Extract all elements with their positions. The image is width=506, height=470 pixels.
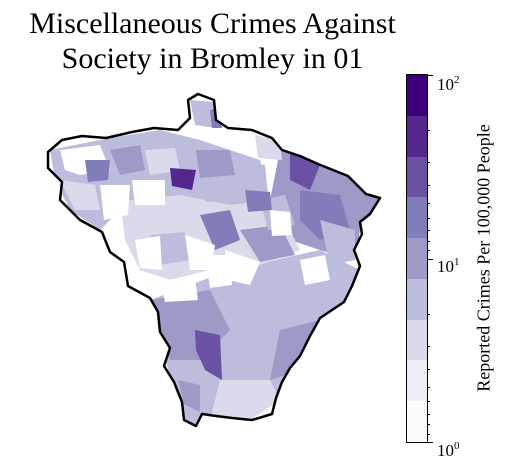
- colorbar-tick-major: [427, 442, 433, 443]
- colorbar-segment: [407, 157, 427, 177]
- colorbar-tick-minor: [427, 387, 430, 388]
- map-wards: [0, 0, 400, 470]
- colorbar-segment: [407, 381, 427, 401]
- colorbar-tick-minor: [427, 346, 430, 347]
- colorbar-tick-minor: [427, 401, 430, 402]
- colorbar-segment: [407, 218, 427, 238]
- colorbar-segment: [407, 421, 427, 441]
- colorbar-segment: [407, 279, 427, 299]
- colorbar-tick-label-top: 102: [437, 74, 460, 95]
- colorbar-segment: [407, 95, 427, 115]
- colorbar-tick-minor: [427, 130, 430, 131]
- colorbar-segment: [407, 258, 427, 278]
- colorbar: [406, 74, 428, 443]
- colorbar-segment: [407, 360, 427, 380]
- colorbar-segment: [407, 340, 427, 360]
- colorbar-segment: [407, 197, 427, 217]
- colorbar-tick-minor: [427, 185, 430, 186]
- colorbar-tick-minor: [427, 314, 430, 315]
- colorbar-tick-minor: [427, 162, 430, 163]
- colorbar-segment: [407, 116, 427, 136]
- colorbar-tick-minor: [427, 203, 430, 204]
- colorbar-segment: [407, 136, 427, 156]
- colorbar-tick-major: [427, 75, 433, 76]
- colorbar-tick-minor: [427, 230, 430, 231]
- colorbar-tick-major: [427, 259, 433, 260]
- colorbar-tick-minor: [427, 414, 430, 415]
- colorbar-tick-minor: [427, 218, 430, 219]
- colorbar-segment: [407, 401, 427, 421]
- colorbar-tick-minor: [427, 250, 430, 251]
- colorbar-segment: [407, 177, 427, 197]
- colorbar-segment: [407, 238, 427, 258]
- colorbar-tick-minor: [427, 434, 430, 435]
- colorbar-segment: [407, 299, 427, 319]
- colorbar-segment: [407, 320, 427, 340]
- colorbar-tick-minor: [427, 369, 430, 370]
- choropleth-map: [0, 0, 400, 470]
- colorbar-tick-label-bottom: 100: [437, 440, 460, 461]
- colorbar-tick-label-middle: 101: [437, 256, 460, 277]
- colorbar-label: Reported Crimes Per 100,000 People: [474, 124, 495, 391]
- colorbar-segment: [407, 75, 427, 95]
- colorbar-tick-minor: [427, 424, 430, 425]
- colorbar-tick-minor: [427, 241, 430, 242]
